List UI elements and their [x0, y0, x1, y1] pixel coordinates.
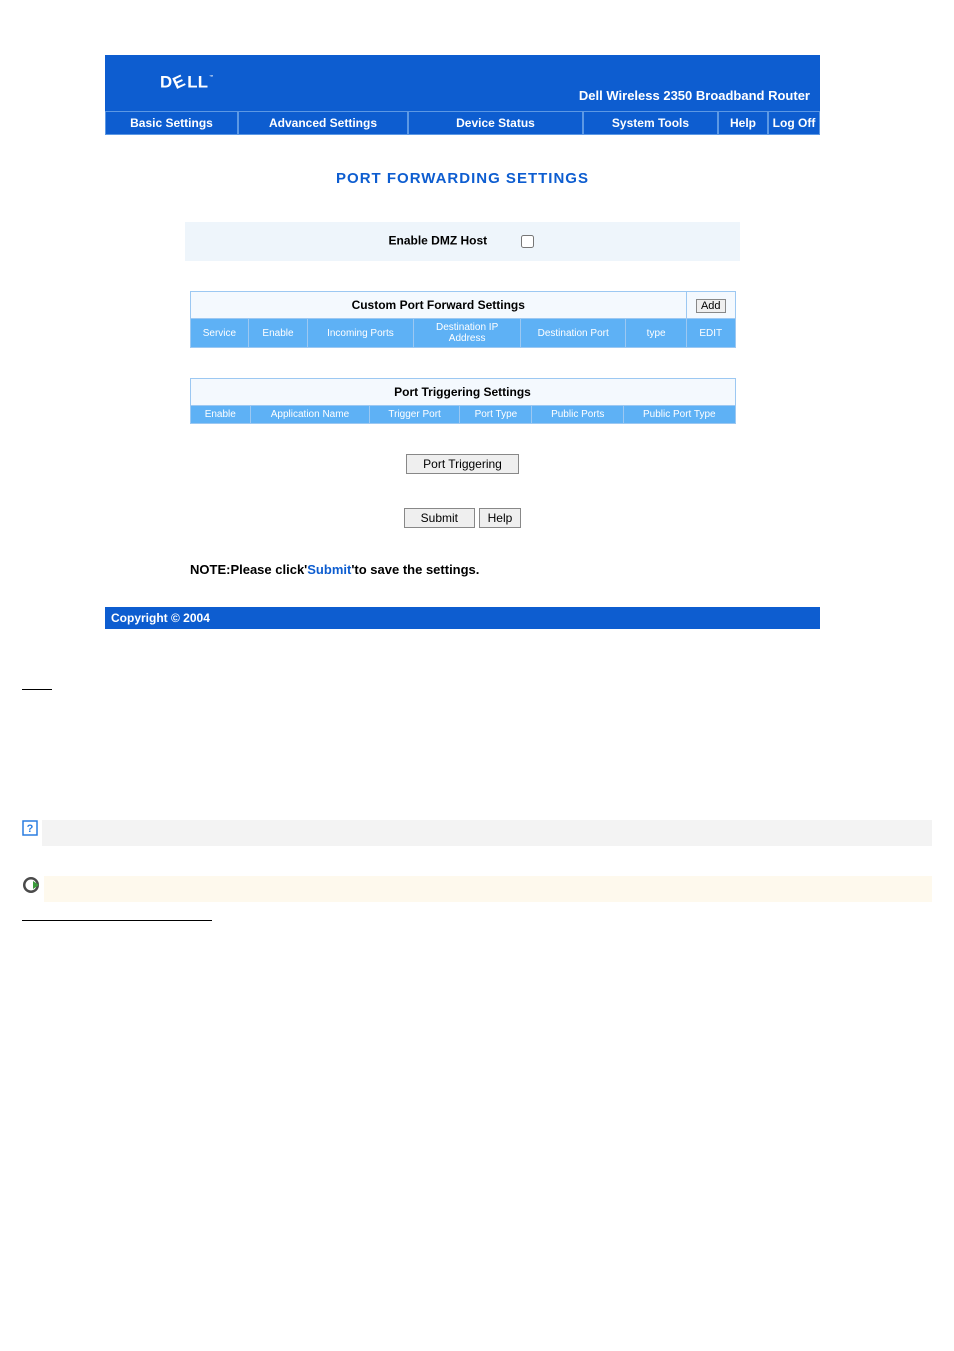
custom-port-header-row: ServiceEnableIncoming PortsDestination I… — [190, 319, 735, 348]
cpf-col-incoming-ports: Incoming Ports — [307, 319, 414, 348]
cpf-col-type: type — [626, 319, 687, 348]
router-admin-panel: D E L L ™ Dell Wireless 2350 Broadband R… — [105, 55, 820, 629]
svg-text:?: ? — [27, 823, 34, 835]
doc-long-rule — [22, 920, 212, 921]
nav-item-basic-settings[interactable]: Basic Settings — [105, 111, 238, 135]
port-triggering-caption: Port Triggering Settings — [190, 379, 735, 406]
cpf-col-destination-ip-address: Destination IP Address — [414, 319, 521, 348]
pt-col-port-type: Port Type — [460, 406, 532, 424]
submit-button[interactable]: Submit — [404, 508, 475, 528]
help-button[interactable]: Help — [479, 508, 522, 528]
add-button-cell: Add — [686, 292, 735, 319]
header-bar: D E L L ™ Dell Wireless 2350 Broadband R… — [105, 55, 820, 111]
notice-arrow-icon — [22, 876, 40, 894]
cpf-col-service: Service — [190, 319, 249, 348]
product-title: Dell Wireless 2350 Broadband Router — [579, 88, 810, 103]
svg-text:D: D — [160, 72, 172, 91]
add-button[interactable]: Add — [696, 299, 726, 313]
pt-col-trigger-port: Trigger Port — [369, 406, 460, 424]
note-submit-word: Submit — [307, 562, 351, 577]
port-triggering-header-row: EnableApplication NameTrigger PortPort T… — [190, 406, 735, 424]
nav-item-device-status[interactable]: Device Status — [408, 111, 583, 135]
note-suffix: 'to save the settings. — [351, 562, 479, 577]
port-triggering-button[interactable]: Port Triggering — [406, 454, 519, 474]
pt-col-public-ports: Public Ports — [532, 406, 624, 424]
doc-note-body — [42, 820, 932, 846]
svg-text:L: L — [187, 72, 197, 91]
dmz-checkbox[interactable] — [521, 235, 534, 248]
cpf-col-enable: Enable — [249, 319, 307, 348]
doc-note-block: ? — [22, 820, 932, 846]
doc-notice-block — [22, 876, 932, 902]
footer-bar: Copyright © 2004 — [105, 607, 820, 629]
main-nav: Basic SettingsAdvanced SettingsDevice St… — [105, 111, 820, 135]
save-note: NOTE:Please click'Submit'to save the set… — [190, 562, 820, 577]
cpf-col-destination-port: Destination Port — [521, 319, 626, 348]
nav-item-advanced-settings[interactable]: Advanced Settings — [238, 111, 408, 135]
copyright: Copyright © 2004 — [111, 611, 210, 625]
pt-col-enable: Enable — [190, 406, 251, 424]
svg-text:L: L — [198, 72, 208, 91]
svg-text:E: E — [170, 71, 188, 93]
port-triggering-table: Port Triggering Settings EnableApplicati… — [190, 378, 736, 424]
doc-notice-body — [44, 876, 932, 902]
note-prefix: NOTE:Please click' — [190, 562, 307, 577]
nav-item-help[interactable]: Help — [718, 111, 768, 135]
doc-short-rule — [22, 689, 52, 690]
custom-port-caption: Custom Port Forward Settings — [190, 292, 686, 319]
note-icon: ? — [22, 820, 38, 836]
port-triggering-button-row: Port Triggering — [105, 454, 820, 474]
page-title: PORT FORWARDING SETTINGS — [105, 170, 820, 187]
nav-item-system-tools[interactable]: System Tools — [583, 111, 718, 135]
pt-col-public-port-type: Public Port Type — [624, 406, 735, 424]
dmz-row: Enable DMZ Host — [185, 222, 740, 261]
dell-logo: D E L L ™ — [160, 71, 230, 96]
nav-item-log-off[interactable]: Log Off — [768, 111, 820, 135]
svg-text:™: ™ — [209, 74, 213, 79]
pt-col-application-name: Application Name — [251, 406, 370, 424]
custom-port-forward-table: Custom Port Forward Settings Add Service… — [190, 291, 736, 348]
dmz-label: Enable DMZ Host — [388, 234, 487, 248]
submit-help-row: Submit Help — [105, 508, 820, 528]
cpf-col-edit: EDIT — [686, 319, 735, 348]
